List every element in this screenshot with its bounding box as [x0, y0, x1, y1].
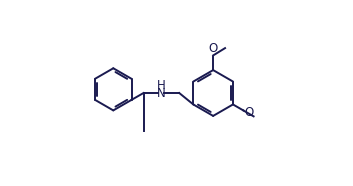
Text: O: O — [244, 106, 253, 119]
Text: H: H — [156, 79, 165, 92]
Text: N: N — [156, 86, 165, 100]
Text: O: O — [209, 42, 218, 55]
